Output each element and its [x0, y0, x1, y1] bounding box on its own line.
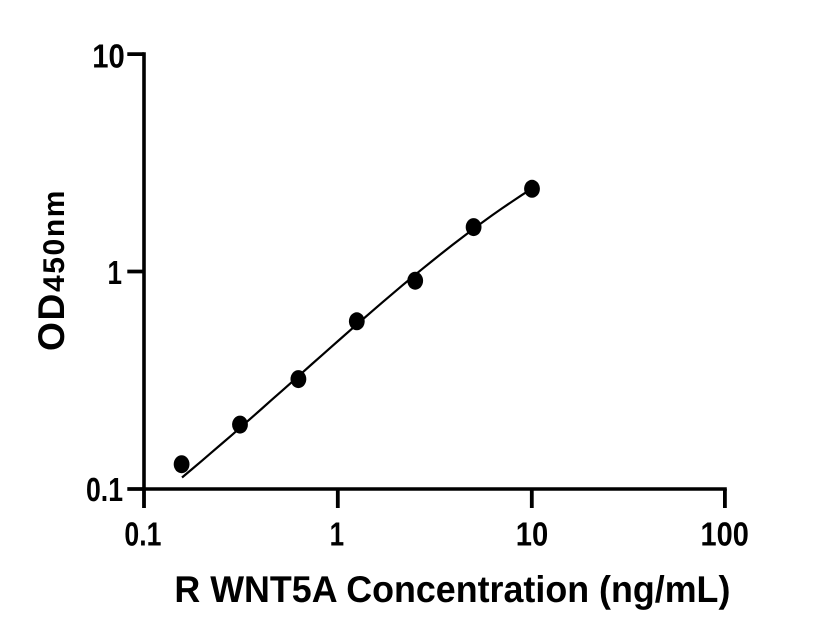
svg-text:0.1: 0.1	[86, 472, 123, 509]
svg-text:0.1: 0.1	[124, 516, 161, 553]
svg-text:R WNT5A Concentration (ng/mL): R WNT5A Concentration (ng/mL)	[174, 568, 730, 610]
svg-text:1: 1	[107, 255, 122, 292]
svg-text:OD450nm: OD450nm	[30, 189, 72, 351]
svg-text:10: 10	[92, 38, 125, 75]
svg-text:1: 1	[330, 516, 345, 553]
svg-text:100: 100	[701, 516, 749, 553]
svg-text:10: 10	[516, 516, 549, 553]
